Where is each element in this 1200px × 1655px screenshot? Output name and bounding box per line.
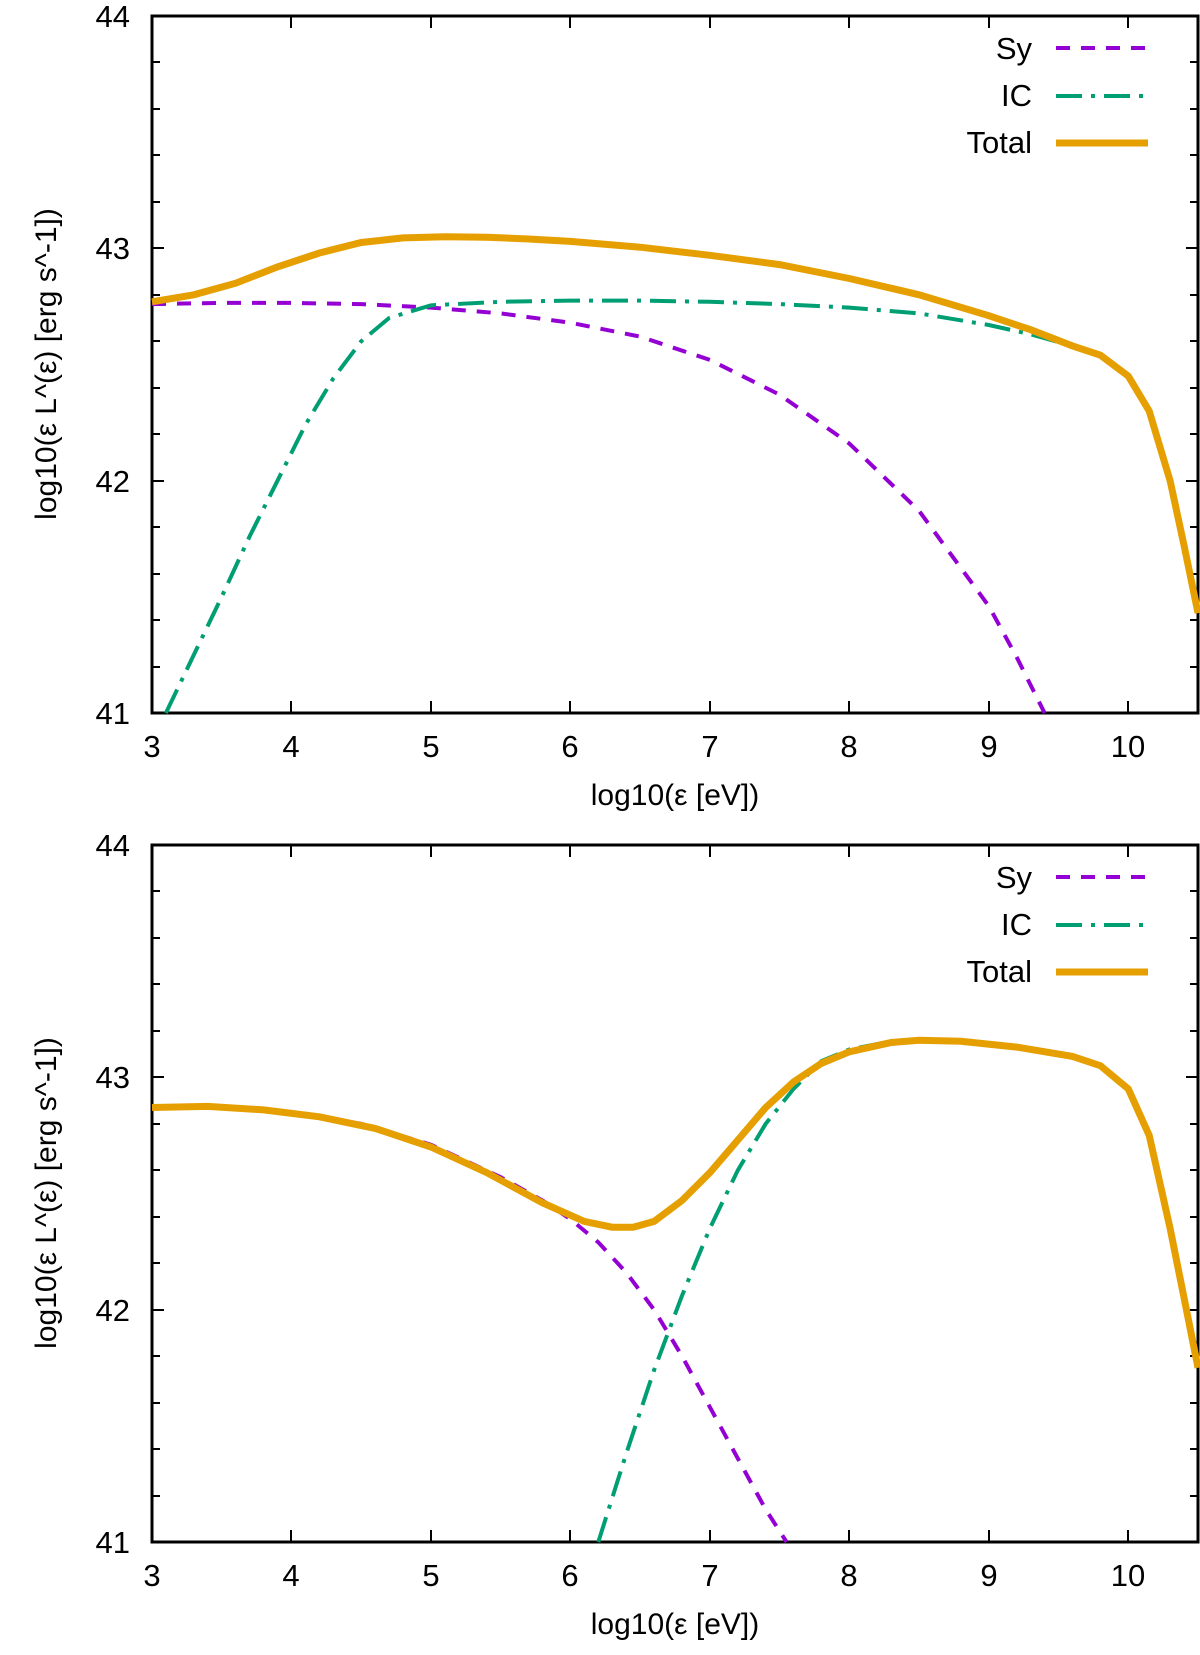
x-tick-label: 10 — [1111, 729, 1145, 764]
x-axis: 3 4 5 6 7 8 9 10 — [143, 845, 1145, 1593]
y-tick-label: 43 — [96, 231, 130, 266]
series-line-total — [151, 1036, 1200, 1369]
panel-top: 41 42 43 44 3 4 5 6 7 8 — [30, 0, 1200, 812]
y-axis: 41 42 43 44 — [96, 828, 1198, 1560]
legend: Sy IC Total — [967, 31, 1148, 160]
x-axis-label: log10(ε [eV]) — [591, 779, 759, 812]
x-tick-label: 4 — [282, 729, 299, 764]
x-tick-label: 7 — [701, 1558, 718, 1593]
series-line-ic — [164, 298, 1200, 714]
y-tick-label: 41 — [96, 1525, 130, 1560]
x-tick-label: 3 — [143, 729, 160, 764]
x-tick-label: 5 — [422, 1558, 439, 1593]
legend-label-total: Total — [967, 954, 1032, 989]
x-tick-label: 6 — [561, 1558, 578, 1593]
y-axis: 41 42 43 44 — [96, 0, 1198, 731]
legend-label-ic: IC — [1001, 907, 1032, 942]
x-tick-label: 7 — [701, 729, 718, 764]
y-tick-label: 44 — [96, 0, 130, 34]
x-tick-label: 8 — [840, 1558, 857, 1593]
y-tick-label: 44 — [96, 828, 130, 863]
x-tick-label: 5 — [422, 729, 439, 764]
x-tick-label: 10 — [1111, 1558, 1145, 1593]
plot-frame — [150, 843, 1200, 1544]
y-tick-label: 43 — [96, 1060, 130, 1095]
legend-label-ic: IC — [1001, 78, 1032, 113]
series-line-ic — [596, 1038, 1200, 1543]
x-tick-label: 9 — [980, 729, 997, 764]
y-axis-label: log10(ε L^(ε) [erg s^-1]) — [30, 1037, 63, 1349]
series-line-total — [151, 233, 1200, 614]
x-axis-label: log10(ε [eV]) — [591, 1608, 759, 1641]
x-axis: 3 4 5 6 7 8 9 10 — [143, 16, 1145, 764]
y-tick-label: 42 — [96, 464, 130, 499]
legend-label-sy: Sy — [996, 31, 1033, 66]
panel-bottom: 41 42 43 44 3 4 5 6 7 8 — [30, 828, 1200, 1641]
series-line-sy — [151, 300, 1047, 714]
y-tick-label: 42 — [96, 1293, 130, 1328]
legend-label-total: Total — [967, 125, 1032, 160]
x-tick-label: 4 — [282, 1558, 299, 1593]
y-axis-label: log10(ε L^(ε) [erg s^-1]) — [30, 208, 63, 520]
x-tick-label: 3 — [143, 1558, 160, 1593]
plot-frame — [150, 14, 1200, 715]
x-tick-label: 9 — [980, 1558, 997, 1593]
x-tick-label: 8 — [840, 729, 857, 764]
x-tick-label: 6 — [561, 729, 578, 764]
legend-label-sy: Sy — [996, 860, 1033, 895]
y-tick-label: 41 — [96, 696, 130, 731]
series-line-sy — [151, 1104, 789, 1544]
legend: Sy IC Total — [967, 860, 1148, 989]
